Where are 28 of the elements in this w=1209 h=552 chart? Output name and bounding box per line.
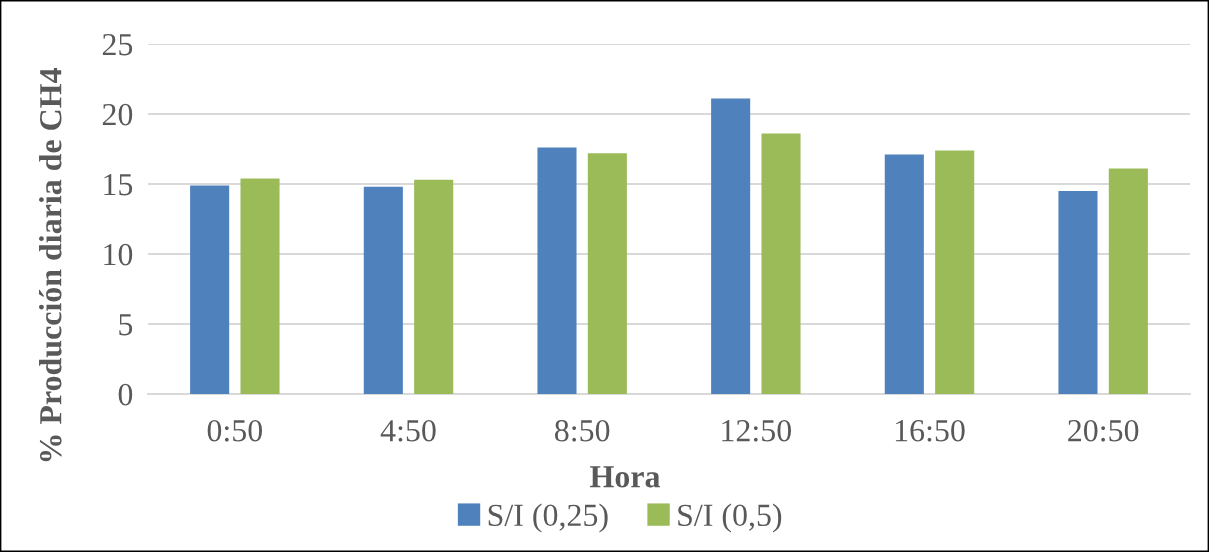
y-tick-label: 10 <box>104 243 133 266</box>
x-tick-label: 0:50 <box>207 419 263 442</box>
y-tick-label: 5 <box>119 314 133 336</box>
bar <box>414 179 454 394</box>
legend-label: S/I (0,5) <box>678 503 782 533</box>
x-tick-label: 20:50 <box>1068 419 1139 442</box>
y-tick-label: 15 <box>104 173 133 196</box>
legend-label: S/I (0,25) <box>488 503 608 533</box>
x-tick-label: 8:50 <box>554 419 610 442</box>
y-tick-label: 25 <box>102 33 133 56</box>
bar <box>587 153 627 394</box>
x-tick-label: 4:50 <box>380 419 436 442</box>
y-tick-label: 0 <box>118 383 133 406</box>
bar <box>190 185 230 394</box>
y-axis-title: % Producción diaria de CH4 <box>39 68 62 462</box>
y-tick-label: 20 <box>102 103 133 126</box>
x-tick-label: 12:50 <box>722 419 791 442</box>
bar <box>363 186 403 394</box>
bar <box>1058 191 1098 394</box>
bar <box>884 154 924 394</box>
bar <box>711 98 751 394</box>
bar <box>935 150 975 394</box>
x-tick-label: 16:50 <box>895 419 965 442</box>
bar <box>1108 168 1148 394</box>
bar <box>537 147 577 394</box>
bar <box>761 133 801 394</box>
bar <box>240 178 280 394</box>
x-axis-title: Hora <box>590 466 660 488</box>
